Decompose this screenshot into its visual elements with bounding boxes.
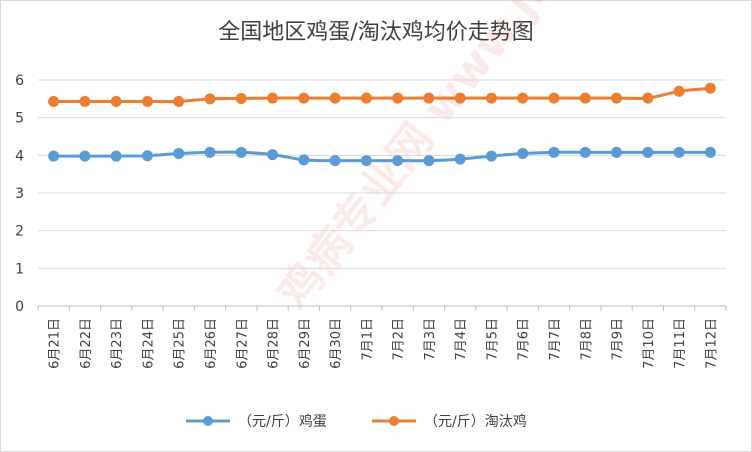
series-line <box>52 86 712 104</box>
legend-label: （元/斤）鸡蛋 <box>238 413 327 430</box>
legend-item: （元/斤）淘汰鸡 <box>372 413 527 430</box>
y-tick-label: 3 <box>15 186 24 202</box>
y-axis-ticks: 0 1 2 3 4 5 6 <box>15 73 24 315</box>
x-tick-label: 7月12日 <box>704 318 719 369</box>
data-point <box>141 95 153 107</box>
series-2 <box>48 82 716 107</box>
x-tick-label: 7月9日 <box>611 318 626 361</box>
data-point <box>454 153 466 165</box>
x-tick-label: 6月27日 <box>235 318 250 369</box>
x-tick-label: 6月29日 <box>298 318 313 369</box>
data-point <box>423 92 435 104</box>
data-point <box>485 150 497 162</box>
data-point <box>673 85 685 97</box>
series-layer <box>48 82 716 167</box>
data-point <box>392 155 404 167</box>
x-tick-label: 6月23日 <box>110 318 125 369</box>
data-point <box>360 92 372 104</box>
data-point <box>579 146 591 158</box>
grid-lines <box>38 79 726 307</box>
legend-label: （元/斤）淘汰鸡 <box>424 413 527 430</box>
x-tick-label: 6月28日 <box>267 318 282 369</box>
legend-marker <box>203 416 213 426</box>
series-1 <box>48 146 716 167</box>
data-point <box>48 150 60 162</box>
data-point <box>517 147 529 159</box>
x-tick-label: 6月25日 <box>173 318 188 369</box>
data-point <box>141 150 153 162</box>
data-point <box>642 92 654 104</box>
series-line <box>52 150 712 163</box>
x-tick-label: 7月3日 <box>423 318 438 361</box>
data-point <box>611 146 623 158</box>
data-point <box>392 92 404 104</box>
x-tick-label: 7月10日 <box>642 318 657 369</box>
data-point <box>298 154 310 166</box>
x-tick-label: 6月24日 <box>141 318 156 369</box>
legend-marker <box>389 416 399 426</box>
data-point <box>611 92 623 104</box>
y-tick-label: 6 <box>15 73 24 89</box>
data-point <box>48 95 60 107</box>
data-point <box>548 92 560 104</box>
data-point <box>423 155 435 167</box>
y-tick-label: 0 <box>15 299 24 315</box>
x-tick-label: 6月21日 <box>48 318 63 369</box>
x-axis-ticks: 6月21日 6月22日 6月23日 6月24日 6月25日 6月26日 6月27日 6月28日… <box>37 306 727 369</box>
data-point <box>329 155 341 167</box>
x-tick-label: 6月26日 <box>204 318 219 369</box>
x-tick-label: 7月1日 <box>360 318 375 361</box>
data-point <box>704 82 716 94</box>
data-point <box>673 146 685 158</box>
data-point <box>267 92 279 104</box>
data-point <box>204 93 216 105</box>
data-point <box>173 95 185 107</box>
data-point <box>485 92 497 104</box>
data-point <box>173 147 185 159</box>
legend: （元/斤）鸡蛋 （元/斤）淘汰鸡 <box>186 413 527 430</box>
x-tick-label: 7月8日 <box>579 318 594 361</box>
data-point <box>110 150 122 162</box>
data-point <box>110 95 122 107</box>
x-tick-label: 7月2日 <box>392 318 407 361</box>
x-tick-label: 6月30日 <box>329 318 344 369</box>
data-point <box>298 92 310 104</box>
x-tick-label: 7月7日 <box>548 318 563 361</box>
data-point <box>204 146 216 158</box>
data-point <box>579 92 591 104</box>
data-point <box>79 95 91 107</box>
data-point <box>79 150 91 162</box>
y-tick-label: 5 <box>15 111 24 127</box>
x-tick-label: 7月6日 <box>517 318 532 361</box>
y-tick-label: 1 <box>15 261 24 277</box>
x-tick-label: 7月5日 <box>485 318 500 361</box>
x-tick-label: 6月22日 <box>79 318 94 369</box>
data-point <box>642 146 654 158</box>
data-point <box>360 155 372 167</box>
data-point <box>548 146 560 158</box>
data-point <box>454 92 466 104</box>
data-point <box>517 92 529 104</box>
chart-title: 全国地区鸡蛋/淘汰鸡均价走势图 <box>218 20 534 45</box>
y-tick-label: 4 <box>15 148 24 164</box>
data-point <box>329 92 341 104</box>
y-tick-label: 2 <box>15 224 24 240</box>
data-point <box>235 146 247 158</box>
data-point <box>704 146 716 158</box>
x-tick-label: 7月4日 <box>454 318 469 361</box>
data-point <box>235 92 247 104</box>
legend-item: （元/斤）鸡蛋 <box>186 413 327 430</box>
data-point <box>267 149 279 161</box>
x-tick-label: 7月11日 <box>673 318 688 369</box>
